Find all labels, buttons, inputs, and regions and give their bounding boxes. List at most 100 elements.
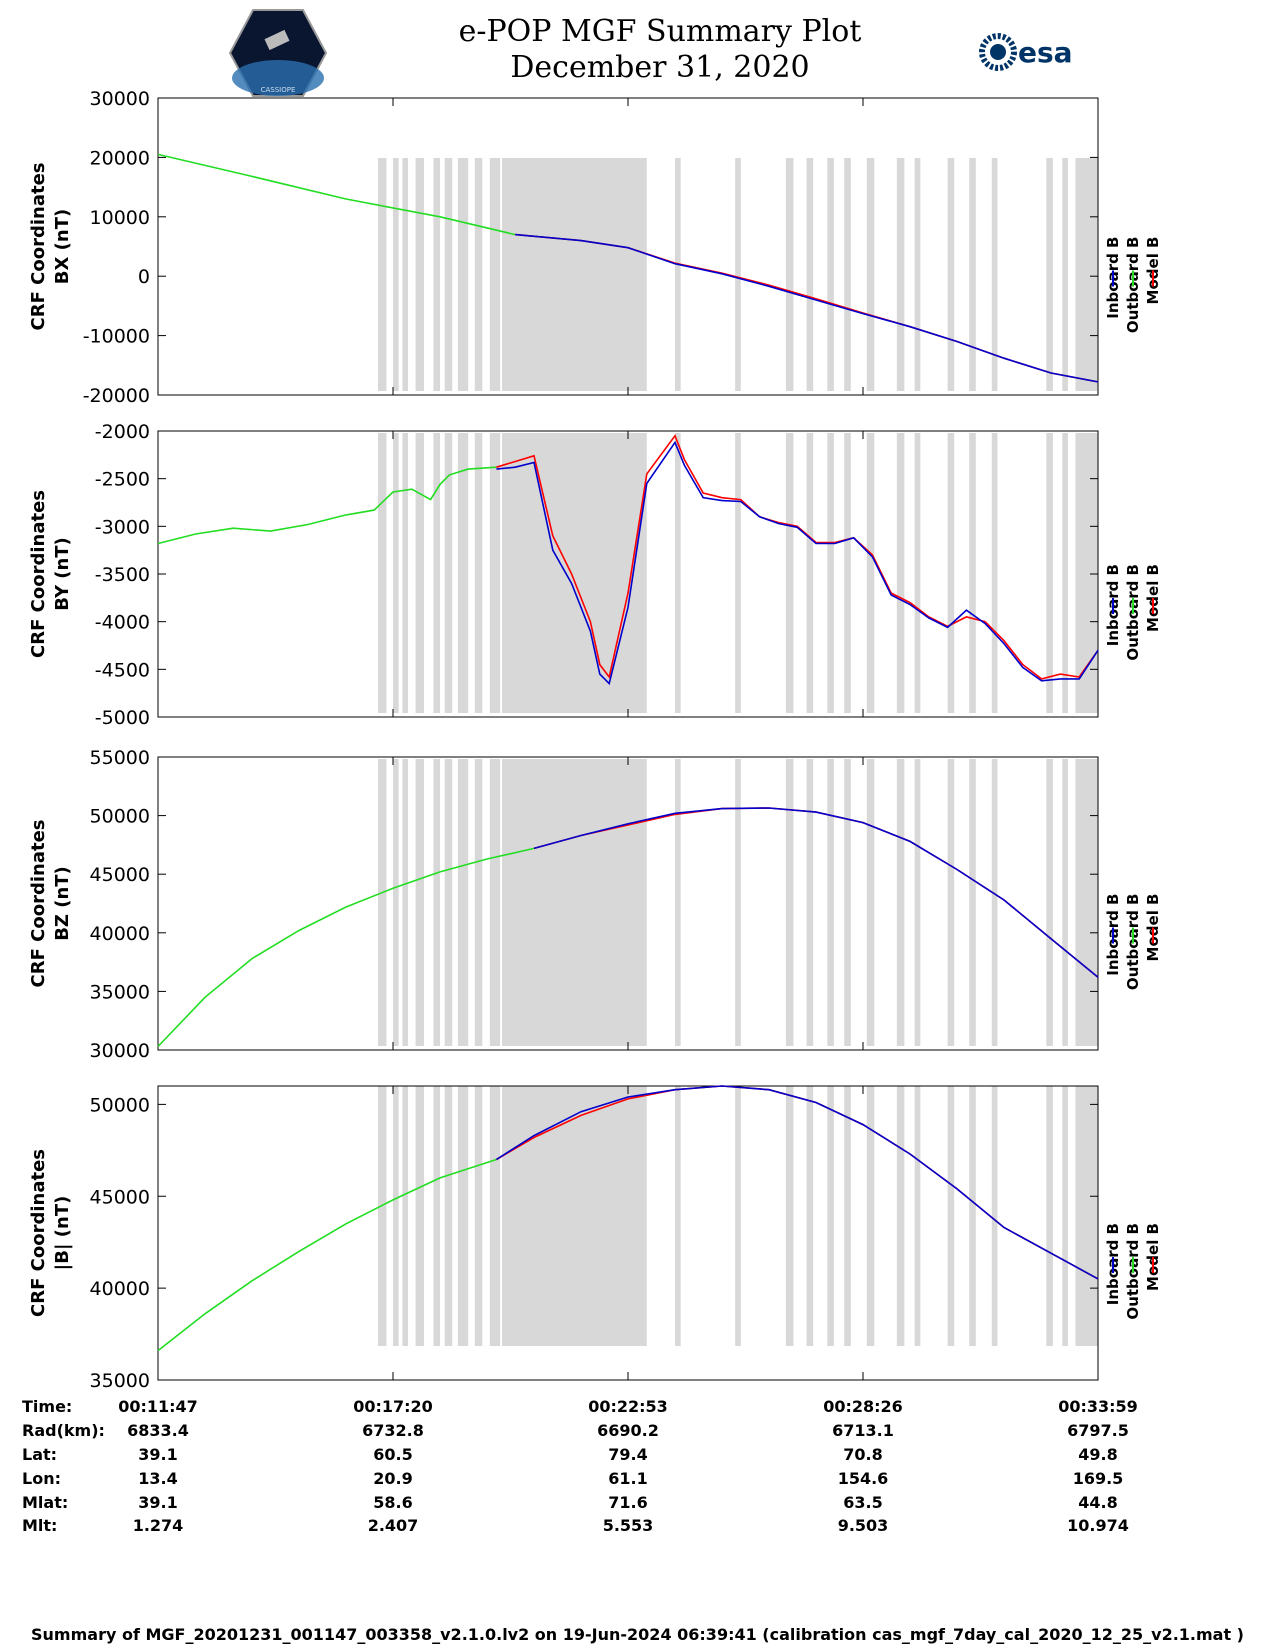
data-gap-bar — [785, 158, 794, 391]
y-tick-label: -5000 — [95, 707, 150, 729]
data-gap-bar — [806, 433, 814, 713]
data-gap-bar — [474, 1086, 483, 1346]
ephemeris-value: 154.6 — [838, 1469, 889, 1488]
data-gap-bar — [991, 1086, 998, 1346]
data-gap-bar — [785, 759, 794, 1046]
ephemeris-value: 49.8 — [1078, 1445, 1117, 1464]
data-gap-bar — [1062, 759, 1068, 1046]
data-gap-bar — [415, 433, 425, 713]
ephemeris-value: 6690.2 — [597, 1421, 659, 1440]
y-axis-label: CRF Coordinates — [28, 1149, 49, 1317]
ephemeris-value: 44.8 — [1078, 1493, 1117, 1512]
data-gap-bar — [402, 759, 409, 1046]
esa-text: esa — [1018, 36, 1073, 69]
data-gap-bar — [502, 433, 647, 713]
data-gap-bar — [675, 759, 681, 1046]
data-gap-bar — [402, 158, 409, 391]
data-gap-bar — [1075, 433, 1098, 713]
ephemeris-value: 10.974 — [1067, 1516, 1129, 1535]
data-gap-bar — [991, 433, 998, 713]
data-gap-bar — [1062, 433, 1068, 713]
data-gap-bar — [914, 759, 921, 1046]
ephemeris-value: 58.6 — [373, 1493, 412, 1512]
data-gap-bar — [433, 158, 440, 391]
ephemeris-row-label: Time: — [22, 1397, 72, 1416]
data-gap-bar — [474, 433, 483, 713]
ephemeris-value: 60.5 — [373, 1445, 412, 1464]
legend-label: Model B — [1144, 894, 1162, 962]
ephemeris-row-label: Rad(km): — [22, 1421, 105, 1440]
y-tick-label: 30000 — [90, 1040, 150, 1062]
ephemeris-value: 63.5 — [843, 1493, 882, 1512]
data-gap-bar — [474, 158, 483, 391]
data-gap-bar — [947, 433, 955, 713]
data-gap-bar — [896, 759, 905, 1046]
data-gap-bar — [444, 433, 453, 713]
series-line-outboard-b — [157, 1158, 497, 1352]
x-tick-label: 00:22:53 — [588, 1397, 668, 1416]
y-tick-label: 40000 — [90, 923, 150, 945]
title-line-2: December 31, 2020 — [510, 50, 810, 85]
data-gap-bar — [969, 433, 976, 713]
data-gap-bar — [489, 433, 501, 713]
ephemeris-value: 20.9 — [373, 1469, 412, 1488]
ephemeris-value: 71.6 — [608, 1493, 647, 1512]
data-gap-bar — [914, 158, 921, 391]
data-gap-bar — [433, 1086, 440, 1346]
y-tick-label: -10000 — [83, 326, 150, 348]
data-gap-bar — [806, 158, 814, 391]
ephemeris-value: 79.4 — [608, 1445, 647, 1464]
ephemeris-value: 13.4 — [138, 1469, 177, 1488]
series-line-inboard-b — [533, 807, 1099, 978]
data-gap-bar — [735, 1086, 741, 1346]
data-gap-bar — [1075, 158, 1098, 391]
series-line-inboard-b — [495, 1085, 1099, 1280]
data-gap-bar — [947, 1086, 955, 1346]
legend-label: Model B — [1144, 564, 1162, 632]
y-axis-label: BZ (nT) — [52, 866, 73, 941]
data-gap-bar — [457, 158, 469, 391]
y-tick-label: -4000 — [95, 612, 150, 634]
data-gap-bar — [675, 433, 681, 713]
y-axis-label: |B| (nT) — [52, 1196, 73, 1271]
ephemeris-value: 61.1 — [608, 1469, 647, 1488]
data-gap-bar — [444, 759, 453, 1046]
data-gap-bar — [457, 1086, 469, 1346]
data-gap-bar — [896, 158, 905, 391]
data-gap-bar — [502, 158, 647, 391]
ephemeris-value: 39.1 — [138, 1493, 177, 1512]
data-gap-bar — [844, 158, 851, 391]
series-line-outboard-b — [157, 153, 516, 236]
y-tick-label: -3500 — [95, 564, 150, 586]
data-gap-bar — [377, 158, 387, 391]
ephemeris-value: 9.503 — [838, 1516, 889, 1535]
data-gap-bar — [785, 433, 794, 713]
data-gap-bar — [457, 433, 469, 713]
x-tick-label: 00:28:26 — [823, 1397, 903, 1416]
series-line-outboard-b — [157, 847, 535, 1048]
series-line-model-b — [496, 434, 1099, 680]
data-gap-bar — [866, 433, 875, 713]
data-gap-bar — [866, 1086, 875, 1346]
y-tick-label: -2500 — [95, 469, 150, 491]
data-gap-bar — [393, 759, 399, 1046]
ephemeris-value: 6833.4 — [127, 1421, 189, 1440]
data-gap-bar — [827, 1086, 834, 1346]
ephemeris-value: 6797.5 — [1067, 1421, 1129, 1440]
y-tick-label: -3000 — [95, 516, 150, 538]
data-gap-bar — [1046, 433, 1053, 713]
data-gap-bar — [502, 759, 647, 1046]
title-line-1: e-POP MGF Summary Plot — [458, 14, 862, 49]
data-gap-bar — [393, 1086, 399, 1346]
x-tick-label: 00:17:20 — [353, 1397, 433, 1416]
data-gap-bar — [1075, 759, 1098, 1046]
y-tick-label: 50000 — [90, 1094, 150, 1116]
legend-label: Model B — [1144, 237, 1162, 305]
logo-satellite — [264, 29, 290, 51]
data-gap-bar — [433, 759, 440, 1046]
data-gap-bar — [377, 433, 387, 713]
logo-earth — [232, 60, 324, 96]
data-gap-bar — [433, 433, 440, 713]
esa-ring-icon — [979, 33, 1017, 71]
